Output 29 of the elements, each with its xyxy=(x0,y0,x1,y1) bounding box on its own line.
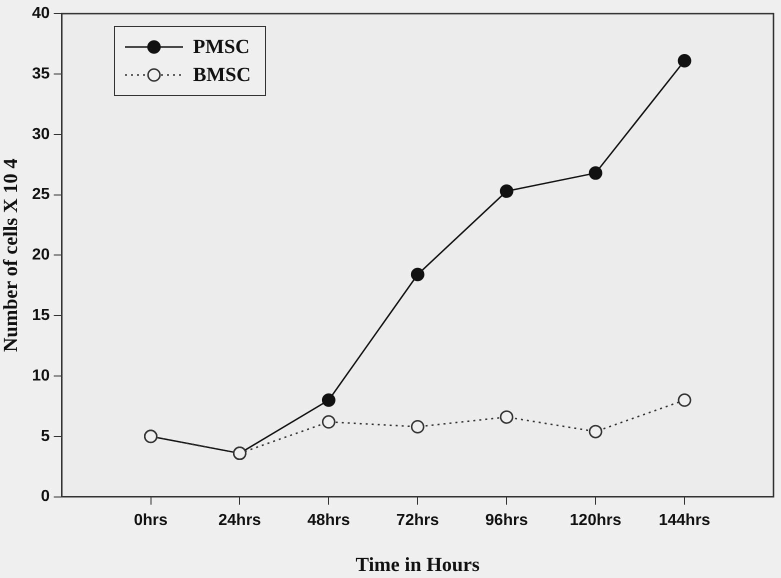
point xyxy=(678,54,692,68)
point xyxy=(588,424,602,438)
y-tick-label: 0 xyxy=(40,488,50,506)
y-tick-label: 5 xyxy=(40,428,50,445)
point xyxy=(500,184,514,198)
point xyxy=(322,415,336,429)
x-tick-label: 48hrs xyxy=(307,512,350,529)
y-tick-label: 40 xyxy=(32,5,50,22)
x-tick-label: 144hrs xyxy=(658,512,710,529)
legend-label: BMSC xyxy=(193,64,251,86)
point xyxy=(410,268,424,282)
x-tick-label: 72hrs xyxy=(396,512,440,529)
legend-label: PMSC xyxy=(193,36,250,58)
x-tick-label: 24hrs xyxy=(218,512,262,529)
x-tick-label: 96hrs xyxy=(485,512,528,529)
y-tick-label: 35 xyxy=(32,65,50,82)
y-tick-label: 25 xyxy=(32,186,50,204)
y-tick-label: 30 xyxy=(32,126,50,143)
point xyxy=(410,420,424,434)
x-tick-label: 0hrs xyxy=(134,512,168,529)
y-tick-label: 15 xyxy=(32,307,50,324)
x-tick-label: 120hrs xyxy=(570,512,622,529)
point xyxy=(588,166,602,180)
y-tick-label: 20 xyxy=(32,246,50,264)
point xyxy=(322,393,336,407)
y-tick-label: 10 xyxy=(32,367,50,384)
y-axis-title: Number of cells X 10 4 xyxy=(0,158,22,352)
x-axis-title: Time in Hours xyxy=(356,554,480,576)
point xyxy=(500,410,514,424)
